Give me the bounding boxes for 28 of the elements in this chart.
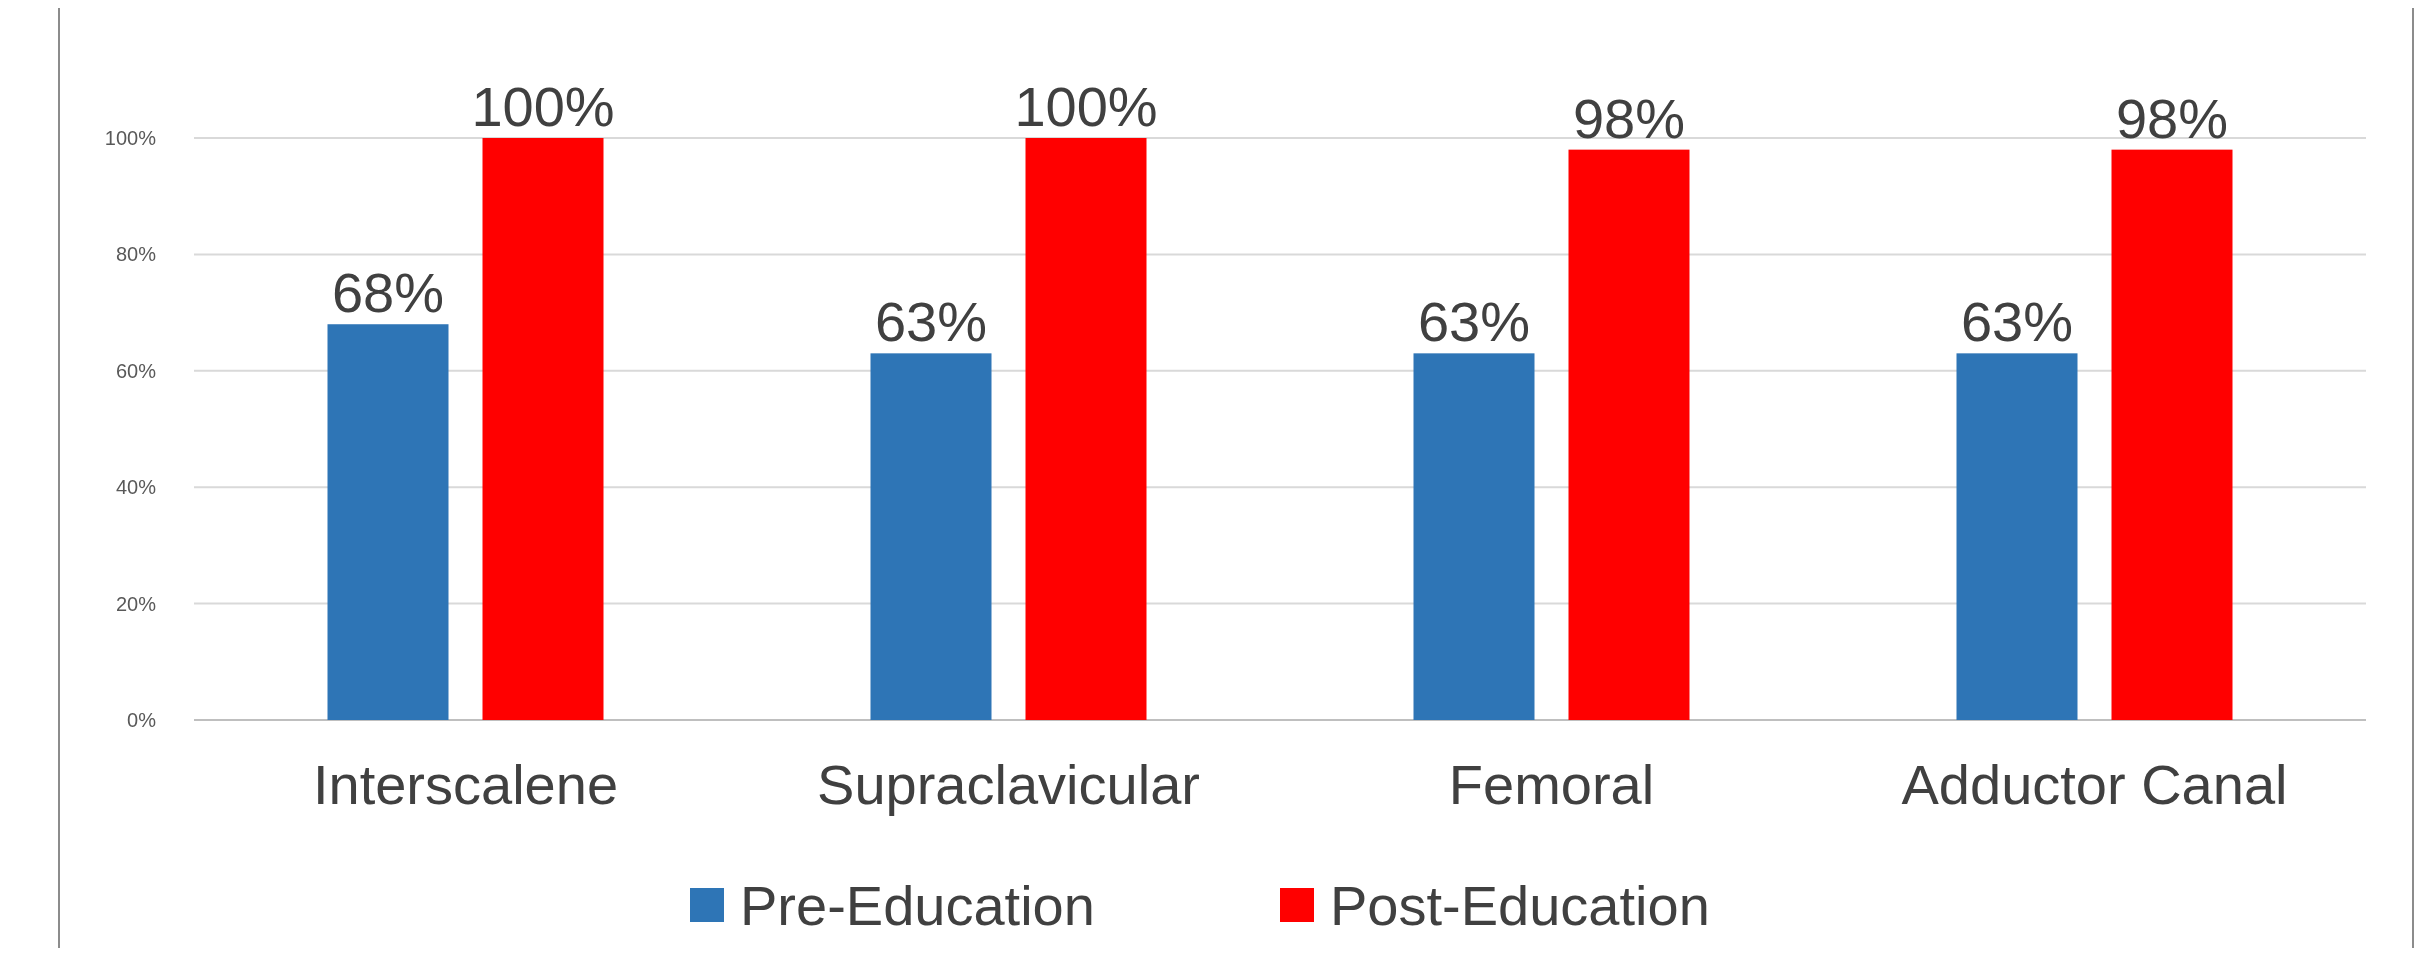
data-label: 63% [874,290,988,354]
y-tick-label: 0% [127,709,157,731]
legend-label: Post-Education [1330,873,1710,937]
legend-label: Pre-Education [740,873,1095,937]
data-label: 63% [1960,290,2074,354]
data-label: 98% [2115,86,2229,150]
bar [1413,353,1535,720]
y-tick-label: 60% [115,359,157,382]
y-tick-label: 100% [104,127,157,149]
x-tick-label: Interscalene [312,753,619,816]
data-label: 63% [1417,290,1531,354]
data-label: 68% [331,261,445,325]
y-tick-label: 20% [115,592,157,615]
bar [1568,149,1690,720]
x-tick-label: Supraclavicular [817,753,1200,816]
y-tick-label: 40% [115,476,157,499]
data-label: 100% [471,75,615,138]
bar [482,138,604,720]
x-tick-label: Femoral [1448,753,1655,816]
y-tick-label: 80% [115,243,157,266]
x-tick-label: Adductor Canal [1901,753,2288,816]
bar [2111,149,2233,720]
bar [327,324,449,720]
data-label: 100% [1014,75,1158,138]
bar [1956,353,2078,720]
bar [870,353,992,720]
data-label: 98% [1572,86,1686,150]
bar [1025,138,1147,720]
